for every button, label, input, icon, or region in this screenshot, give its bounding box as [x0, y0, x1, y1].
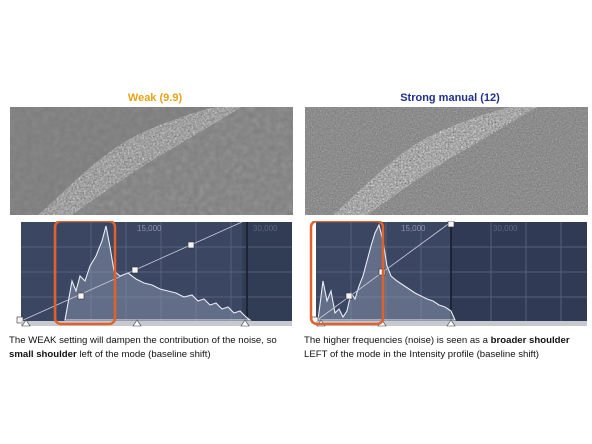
weak-tick-15000: 15,000 [137, 224, 162, 233]
strong-caption-part1: The higher frequencies (noise) is seen a… [304, 335, 491, 346]
weak-caption-part1: The WEAK setting will dampen the contrib… [9, 335, 277, 346]
weak-intensity-histogram: 15,000 30,000 [10, 221, 293, 329]
strong-highlight-box [309, 221, 385, 326]
strong-caption: The higher frequencies (noise) is seen a… [304, 334, 592, 362]
weak-caption: The WEAK setting will dampen the contrib… [9, 334, 299, 362]
strong-panel: Strong manual (12) [304, 0, 592, 444]
weak-tick-30000: 30,000 [253, 224, 278, 233]
weak-caption-part2: left of the mode (baseline shift) [76, 349, 211, 360]
weak-title: Weak (9.9) [127, 92, 183, 104]
weak-highlight-box [53, 221, 117, 326]
strong-tick-15000: 15,000 [401, 224, 426, 233]
strong-title: Strong manual (12) [400, 92, 500, 104]
strong-caption-bold: broader shoulder [490, 335, 570, 346]
strong-intensity-histogram: 15,000 30,000 [305, 221, 588, 329]
strong-tick-30000: 30,000 [493, 224, 518, 233]
strong-caption-part2: LEFT of the mode in the Intensity profil… [304, 349, 539, 360]
weak-panel: Weak (9.9) [9, 0, 301, 444]
weak-micrograph [10, 107, 293, 215]
weak-caption-bold: small shoulder [9, 349, 77, 360]
strong-micrograph [305, 107, 588, 215]
